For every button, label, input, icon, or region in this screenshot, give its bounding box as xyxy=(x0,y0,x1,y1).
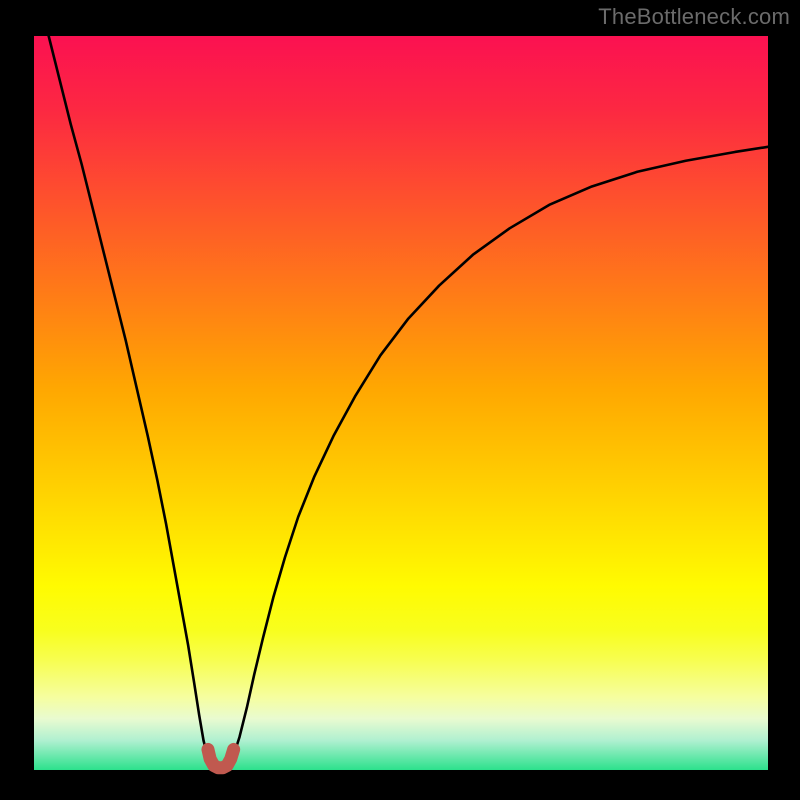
watermark-text: TheBottleneck.com xyxy=(598,4,790,30)
bottleneck-chart xyxy=(0,0,800,800)
stage: TheBottleneck.com xyxy=(0,0,800,800)
plot-background xyxy=(34,36,768,770)
